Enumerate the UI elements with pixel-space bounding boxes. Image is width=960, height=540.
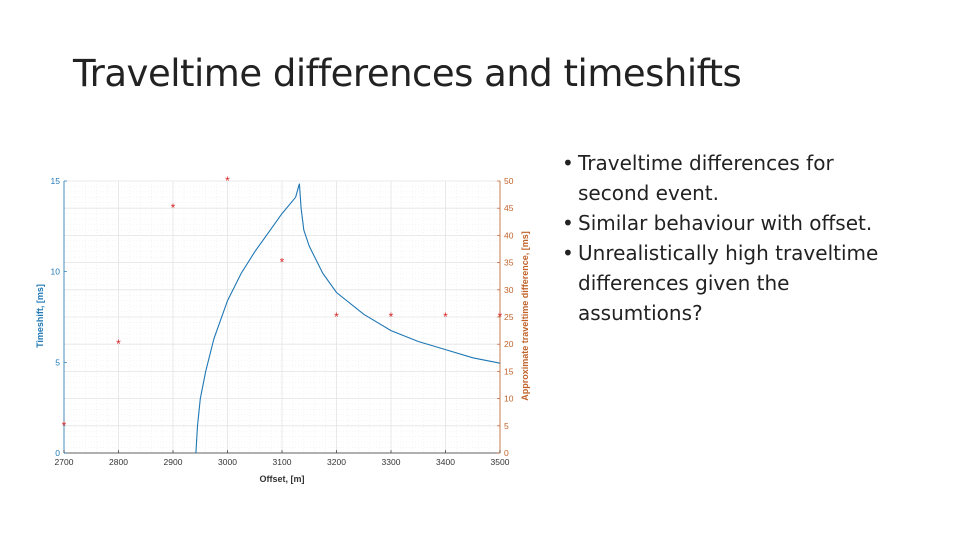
y2-tick-label: 50: [504, 176, 514, 186]
timeshift-chart: 2700 2800 2900 3000 3100 3200 3300 3400 35000510…: [35, 174, 530, 484]
y2-tick-label: 0: [504, 448, 509, 458]
y2-tick-label: 5: [504, 421, 509, 431]
bullet-marker: •: [562, 241, 574, 265]
tick-labels: 2700 2800 2900 3000 3100 3200 3300 3400 35000510…: [51, 176, 514, 467]
x-tick-label: 2900: [164, 457, 183, 467]
bullet-text: Similar behaviour with offset.: [578, 211, 873, 235]
x-tick-label: 3000: [218, 457, 237, 467]
x-tick-label: 3200: [327, 457, 346, 467]
y2-tick-label: 20: [504, 339, 514, 349]
bullet-item: • Unrealistically high traveltime differe…: [562, 238, 892, 328]
grid-lines: [63, 180, 501, 454]
bullet-item: • Traveltime differences for second event…: [562, 148, 892, 208]
y2-tick-label: 35: [504, 258, 514, 268]
axes: [63, 180, 501, 454]
y-tick-label: 0: [55, 448, 60, 458]
timeshift-marker: *: [280, 256, 285, 270]
x-tick-label: 3300: [382, 457, 401, 467]
y-tick-label: 5: [55, 357, 60, 367]
y2-tick-label: 25: [504, 312, 514, 322]
bullet-list: • Traveltime differences for second event…: [562, 148, 892, 328]
y-axis-label: Timeshift, [ms]: [35, 284, 45, 348]
bullet-text: Unrealistically high traveltime differen…: [578, 241, 879, 325]
y2-tick-label: 10: [504, 394, 514, 404]
x-tick-label: 3500: [491, 457, 510, 467]
timeshift-marker: *: [389, 310, 394, 324]
bullet-marker: •: [562, 211, 574, 235]
y2-tick-label: 45: [504, 203, 514, 213]
timeshift-marker: *: [498, 310, 503, 324]
x-tick-label: 3100: [273, 457, 292, 467]
y2-tick-label: 30: [504, 285, 514, 295]
timeshift-marker: *: [116, 337, 121, 351]
timeshift-marker: *: [443, 310, 448, 324]
timeshift-marker: *: [62, 419, 67, 433]
slide-title: Traveltime differences and timeshifts: [73, 52, 742, 95]
x-axis-label: Offset, [m]: [260, 474, 305, 484]
y2-tick-label: 40: [504, 230, 514, 240]
timeshift-marker: *: [225, 174, 230, 188]
y-tick-label: 10: [51, 267, 61, 277]
y2-tick-label: 15: [504, 366, 514, 376]
bullet-item: • Similar behaviour with offset.: [562, 208, 892, 238]
x-tick-label: 2800: [109, 457, 128, 467]
y-tick-label: 15: [51, 176, 61, 186]
bullet-marker: •: [562, 151, 574, 175]
x-tick-label: 2700: [55, 457, 74, 467]
timeshift-marker: *: [334, 310, 339, 324]
timeshift-markers: * * * * * * * * *: [62, 174, 503, 433]
bullet-text: Traveltime differences for second event.: [578, 151, 834, 205]
traveltime-difference-line: [195, 183, 501, 454]
x-tick-label: 3400: [436, 457, 455, 467]
timeshift-marker: *: [171, 201, 176, 215]
y2-axis-label: Approximate traveltime difference, [ms]: [520, 231, 530, 401]
